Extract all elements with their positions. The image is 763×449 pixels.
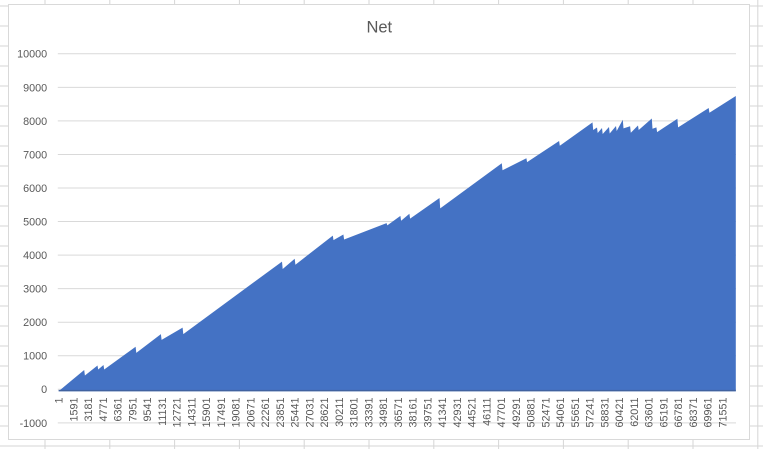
svg-text:66781: 66781 bbox=[673, 398, 685, 428]
svg-text:7951: 7951 bbox=[127, 398, 139, 422]
svg-text:28621: 28621 bbox=[319, 398, 331, 428]
svg-text:63601: 63601 bbox=[644, 398, 656, 428]
svg-text:31801: 31801 bbox=[349, 398, 361, 428]
svg-text:55651: 55651 bbox=[570, 398, 582, 428]
svg-text:14311: 14311 bbox=[186, 398, 198, 427]
svg-text:19081: 19081 bbox=[231, 398, 243, 428]
svg-text:69961: 69961 bbox=[703, 398, 715, 428]
svg-text:4771: 4771 bbox=[98, 398, 110, 422]
svg-text:46111: 46111 bbox=[481, 398, 493, 426]
svg-text:1: 1 bbox=[54, 398, 66, 404]
svg-text:62011: 62011 bbox=[629, 398, 641, 427]
svg-text:49291: 49291 bbox=[511, 398, 523, 428]
svg-text:15901: 15901 bbox=[201, 398, 213, 428]
svg-text:23851: 23851 bbox=[275, 398, 287, 428]
svg-text:58831: 58831 bbox=[599, 398, 611, 428]
svg-text:39751: 39751 bbox=[422, 398, 434, 428]
svg-text:17491: 17491 bbox=[216, 398, 228, 428]
svg-text:6000: 6000 bbox=[23, 183, 47, 195]
svg-text:44521: 44521 bbox=[467, 398, 479, 428]
svg-text:11131: 11131 bbox=[157, 398, 169, 426]
svg-text:1000: 1000 bbox=[23, 351, 47, 363]
svg-text:10000: 10000 bbox=[17, 49, 47, 61]
svg-text:25441: 25441 bbox=[290, 398, 302, 428]
svg-text:60421: 60421 bbox=[614, 398, 626, 428]
svg-text:30211: 30211 bbox=[334, 398, 346, 427]
svg-text:8000: 8000 bbox=[23, 116, 47, 128]
svg-text:9000: 9000 bbox=[23, 82, 47, 94]
svg-text:52471: 52471 bbox=[540, 398, 552, 428]
svg-text:27031: 27031 bbox=[304, 398, 316, 428]
svg-text:33391: 33391 bbox=[363, 398, 375, 428]
svg-text:3181: 3181 bbox=[83, 398, 95, 422]
svg-text:4000: 4000 bbox=[23, 250, 47, 262]
svg-text:20671: 20671 bbox=[245, 398, 257, 428]
svg-text:57241: 57241 bbox=[585, 398, 597, 428]
svg-text:54061: 54061 bbox=[555, 398, 567, 428]
svg-text:68371: 68371 bbox=[688, 398, 700, 428]
svg-text:12721: 12721 bbox=[172, 398, 184, 428]
svg-text:41341: 41341 bbox=[437, 398, 449, 428]
svg-text:50881: 50881 bbox=[526, 398, 538, 428]
svg-text:71551: 71551 bbox=[717, 398, 729, 428]
svg-text:34981: 34981 bbox=[378, 398, 390, 428]
svg-text:1591: 1591 bbox=[68, 398, 80, 422]
svg-text:7000: 7000 bbox=[23, 149, 47, 161]
svg-text:5000: 5000 bbox=[23, 217, 47, 229]
svg-text:42931: 42931 bbox=[452, 398, 464, 428]
svg-text:65191: 65191 bbox=[658, 398, 670, 428]
svg-text:47701: 47701 bbox=[496, 398, 508, 428]
svg-text:2000: 2000 bbox=[23, 317, 47, 329]
svg-text:38161: 38161 bbox=[408, 398, 420, 428]
svg-text:36571: 36571 bbox=[393, 398, 405, 428]
svg-text:0: 0 bbox=[41, 384, 47, 396]
svg-text:3000: 3000 bbox=[23, 284, 47, 296]
svg-text:22261: 22261 bbox=[260, 398, 272, 428]
svg-text:-1000: -1000 bbox=[20, 418, 48, 430]
svg-text:Net: Net bbox=[366, 19, 392, 37]
svg-text:9541: 9541 bbox=[142, 398, 154, 422]
svg-text:6361: 6361 bbox=[113, 398, 125, 422]
